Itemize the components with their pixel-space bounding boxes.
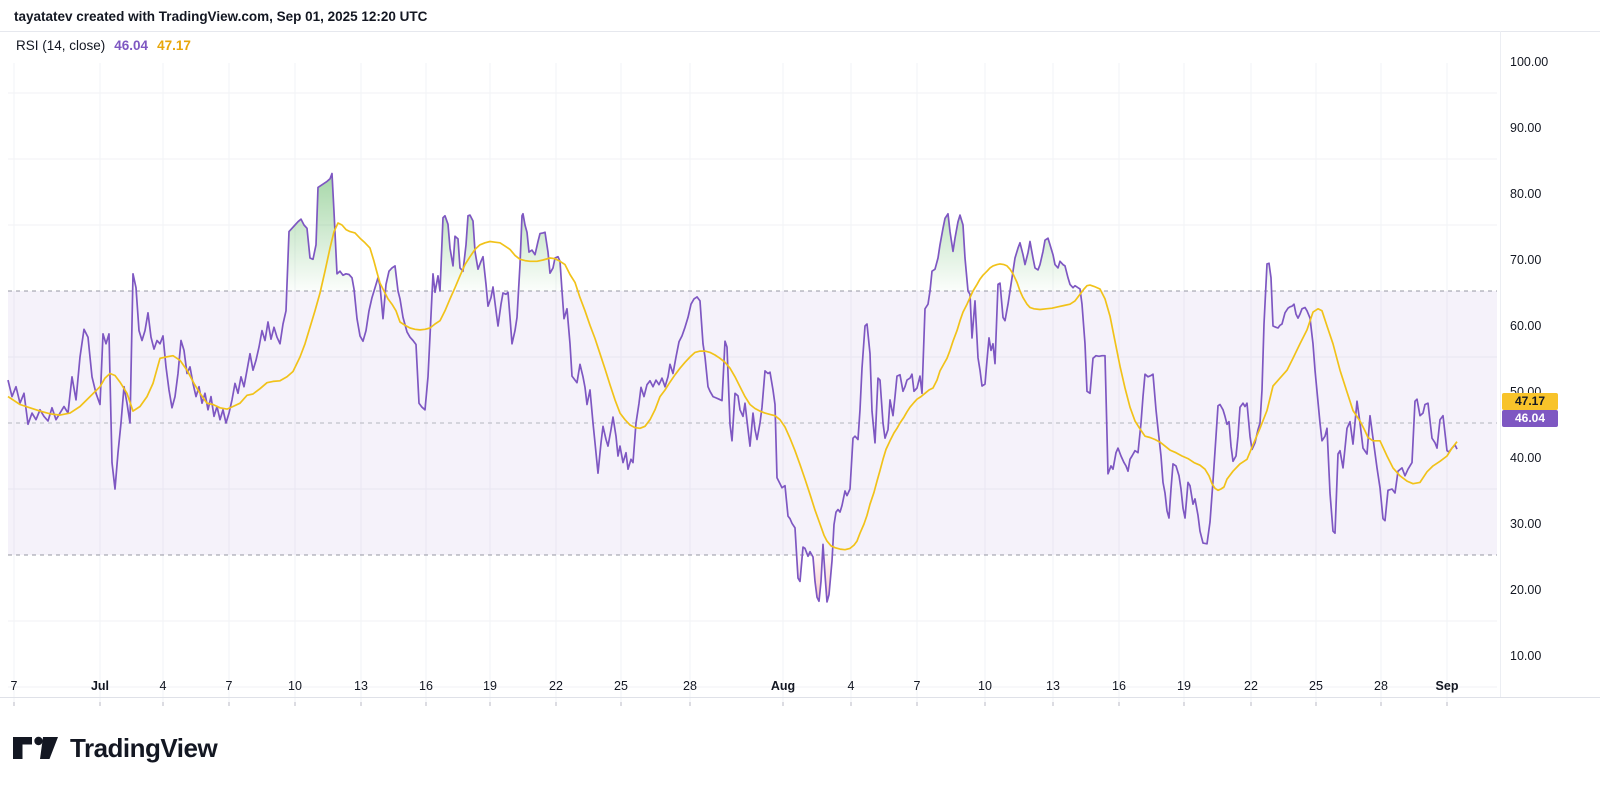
y-tick-label: 20.00 xyxy=(1510,583,1542,597)
y-tick-label: 70.00 xyxy=(1510,253,1542,267)
x-tick-label: Jul xyxy=(90,679,110,693)
pane-top-border xyxy=(0,31,1600,32)
x-tick-label: 16 xyxy=(419,679,433,693)
x-tick-label: 22 xyxy=(1244,679,1258,693)
tradingview-logo[interactable]: TradingView xyxy=(13,733,218,764)
x-tick-label: 25 xyxy=(614,679,628,693)
price-axis-border xyxy=(1500,31,1501,697)
x-tick-label: 13 xyxy=(1046,679,1060,693)
rsi-price-badge: 46.04 xyxy=(1502,409,1558,427)
x-tick-label: Aug xyxy=(770,679,796,693)
x-tick-label: Sep xyxy=(1435,679,1459,693)
x-tick-label: 7 xyxy=(10,679,18,693)
x-tick-label: 25 xyxy=(1309,679,1323,693)
x-tick-label: 7 xyxy=(225,679,233,693)
x-tick-label: 22 xyxy=(549,679,563,693)
x-tick-label: 13 xyxy=(354,679,368,693)
rsi-chart-canvas[interactable] xyxy=(0,31,1600,810)
tradingview-logo-mark xyxy=(13,736,58,759)
ma-price-badge: 47.17 xyxy=(1502,392,1558,410)
x-tick-label: 28 xyxy=(683,679,697,693)
ma-value: 47.17 xyxy=(157,38,191,53)
x-tick-label: 10 xyxy=(288,679,302,693)
indicator-legend[interactable]: RSI (14, close) 46.04 47.17 xyxy=(16,38,191,53)
y-tick-label: 100.00 xyxy=(1510,55,1549,69)
x-tick-label: 28 xyxy=(1374,679,1388,693)
y-tick-label: 40.00 xyxy=(1510,451,1542,465)
x-tick-label: 4 xyxy=(159,679,167,693)
y-tick-label: 80.00 xyxy=(1510,187,1542,201)
indicator-title: RSI (14, close) xyxy=(16,38,106,53)
y-tick-label: 10.00 xyxy=(1510,649,1542,663)
x-tick-label: 19 xyxy=(483,679,497,693)
x-tick-label: 4 xyxy=(847,679,855,693)
tradingview-logo-text: TradingView xyxy=(70,733,218,763)
pane-bottom-border xyxy=(0,697,1600,698)
x-tick-label: 16 xyxy=(1112,679,1126,693)
chart-pane[interactable] xyxy=(0,31,1600,706)
y-tick-label: 90.00 xyxy=(1510,121,1542,135)
x-tick-label: 19 xyxy=(1177,679,1191,693)
y-tick-label: 30.00 xyxy=(1510,517,1542,531)
rsi-value: 46.04 xyxy=(114,38,149,53)
y-tick-label: 60.00 xyxy=(1510,319,1542,333)
x-tick-label: 7 xyxy=(913,679,921,693)
attribution-text: tayatatev created with TradingView.com, … xyxy=(14,9,428,24)
x-tick-label: 10 xyxy=(978,679,992,693)
